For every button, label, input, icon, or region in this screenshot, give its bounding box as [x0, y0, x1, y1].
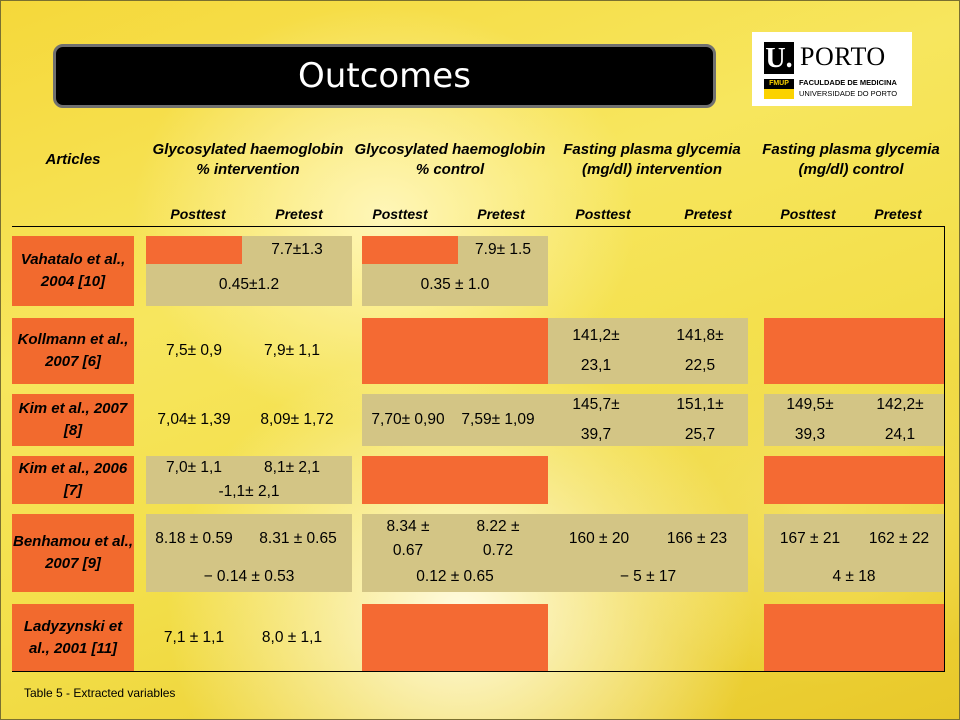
- row-benhamou-fpg-ctrl-bg: [764, 514, 944, 592]
- subheader-posttest: Posttest: [372, 206, 428, 222]
- cell-value: 141,8± 22,5: [676, 327, 724, 374]
- article-ladyzynski: Ladyzynski et al., 2001 [11]: [12, 604, 134, 671]
- row-benhamou-fpg-int-bg: [548, 514, 748, 592]
- cell-value: 7,5± 0,9: [166, 342, 222, 359]
- uporto-logo: U. PORTO FMUP FACULDADE DE MEDICINA UNIVE…: [752, 32, 912, 106]
- article-kim-2007: Kim et al., 2007 [8]: [12, 394, 134, 446]
- row-kim2007-hba1c-ctrl-bg: [362, 394, 548, 446]
- cell-value: 149,5± 39,3: [786, 396, 834, 443]
- subheader-pretest: Pretest: [275, 206, 323, 222]
- cell-value: 7,70± 0,90: [371, 411, 445, 428]
- subheader-pretest: Pretest: [477, 206, 525, 222]
- logo-faculty-text: FACULDADE DE MEDICINA UNIVERSIDADE DO POR…: [799, 78, 898, 98]
- row-kollmann-fpg-int-bg: [548, 318, 748, 384]
- logo-porto: PORTO: [800, 42, 886, 71]
- cell-value: 8.34 ± 0.67: [386, 518, 430, 559]
- cell-value: 8,09± 1,72: [260, 411, 334, 428]
- empty-cell: [362, 456, 548, 504]
- table-bottom-border: [12, 671, 944, 672]
- cell-value: 142,2± 24,1: [876, 396, 924, 443]
- empty-cell: [362, 236, 458, 264]
- cell-value: 162 ± 22: [868, 530, 930, 547]
- cell-value: 145,7± 39,7: [572, 396, 620, 443]
- row-kim2006-hba1c-int-bg: [146, 456, 352, 504]
- cell-value: 7.7±1.3: [271, 241, 323, 258]
- cell-value: -1,1± 2,1: [218, 483, 280, 500]
- cell-value: 160 ± 20: [568, 530, 630, 547]
- empty-cell: [764, 318, 944, 384]
- cell-value: 0.35 ± 1.0: [420, 276, 490, 293]
- cell-value: 7,0± 1,1: [166, 459, 222, 476]
- subheader-posttest: Posttest: [780, 206, 836, 222]
- cell-value: 151,1± 25,7: [676, 396, 724, 443]
- row-kim2007-fpg-int-bg: [548, 394, 748, 446]
- cell-value: − 5 ± 17: [619, 568, 677, 585]
- cell-value: 8.22 ± 0.72: [476, 518, 520, 559]
- row-benhamou-hba1c-int-bg: [146, 514, 352, 592]
- article-kollmann: Kollmann et al., 2007 [6]: [12, 318, 134, 384]
- cell-value: 8.31 ± 0.65: [259, 530, 337, 547]
- cell-value: 8,1± 2,1: [264, 459, 320, 476]
- cell-value: − 0.14 ± 0.53: [203, 568, 295, 585]
- header-hba1c-intervention: Glycosylated haemoglobin % intervention: [152, 141, 344, 178]
- cell-value: 141,2± 23,1: [572, 327, 620, 374]
- empty-cell: [362, 604, 548, 671]
- cell-value: 0.12 ± 0.65: [416, 568, 494, 585]
- table-right-border: [944, 226, 945, 672]
- article-vahatalo: Vahatalo et al., 2004 [10]: [12, 236, 134, 306]
- cell-value: 7,04± 1,39: [157, 411, 231, 428]
- header-hba1c-control: Glycosylated haemoglobin % control: [354, 141, 546, 178]
- cell-value: 7,1 ± 1,1: [163, 628, 225, 646]
- header-articles: Articles: [45, 151, 101, 168]
- empty-cell: [764, 604, 944, 671]
- subheader-pretest: Pretest: [684, 206, 732, 222]
- empty-cell: [146, 236, 242, 264]
- cell-value: 166 ± 23: [666, 530, 728, 547]
- empty-cell: [764, 456, 944, 504]
- table-header: Articles Glycosylated haemoglobin % inte…: [12, 120, 944, 200]
- cell-value: 167 ± 21: [779, 530, 841, 547]
- cell-value: 4 ± 18: [832, 568, 876, 585]
- subheader-pretest: Pretest: [874, 206, 922, 222]
- article-kim-2006: Kim et al., 2006 [7]: [12, 456, 134, 504]
- slide-title: Outcomes: [53, 44, 716, 108]
- header-fpg-intervention: Fasting plasma glycemia (mg/dl) interven…: [563, 141, 741, 178]
- cell-value: 7,9± 1,1: [264, 342, 320, 359]
- article-benhamou: Benhamou et al., 2007 [9]: [12, 514, 134, 592]
- empty-cell: [362, 318, 548, 384]
- table-caption: Table 5 - Extracted variables: [24, 686, 176, 700]
- row-kim2007-fpg-ctrl-bg: [764, 394, 944, 446]
- subheader-posttest: Posttest: [575, 206, 631, 222]
- cell-value: 8,0 ± 1,1: [261, 628, 323, 646]
- cell-value: 8.18 ± 0.59: [155, 530, 233, 547]
- cell-value: 0.45±1.2: [218, 276, 280, 293]
- logo-u: U.: [764, 42, 794, 74]
- cell-value: 7.9± 1.5: [475, 241, 531, 258]
- logo-fmup: FMUP: [764, 79, 794, 99]
- row-benhamou-hba1c-ctrl-bg: [362, 514, 548, 592]
- cell-value: 7,59± 1,09: [461, 411, 535, 428]
- header-fpg-control: Fasting plasma glycemia (mg/dl) control: [762, 141, 940, 178]
- table-subheader: Posttest Pretest Posttest Pretest Postte…: [12, 202, 944, 227]
- subheader-posttest: Posttest: [170, 206, 226, 222]
